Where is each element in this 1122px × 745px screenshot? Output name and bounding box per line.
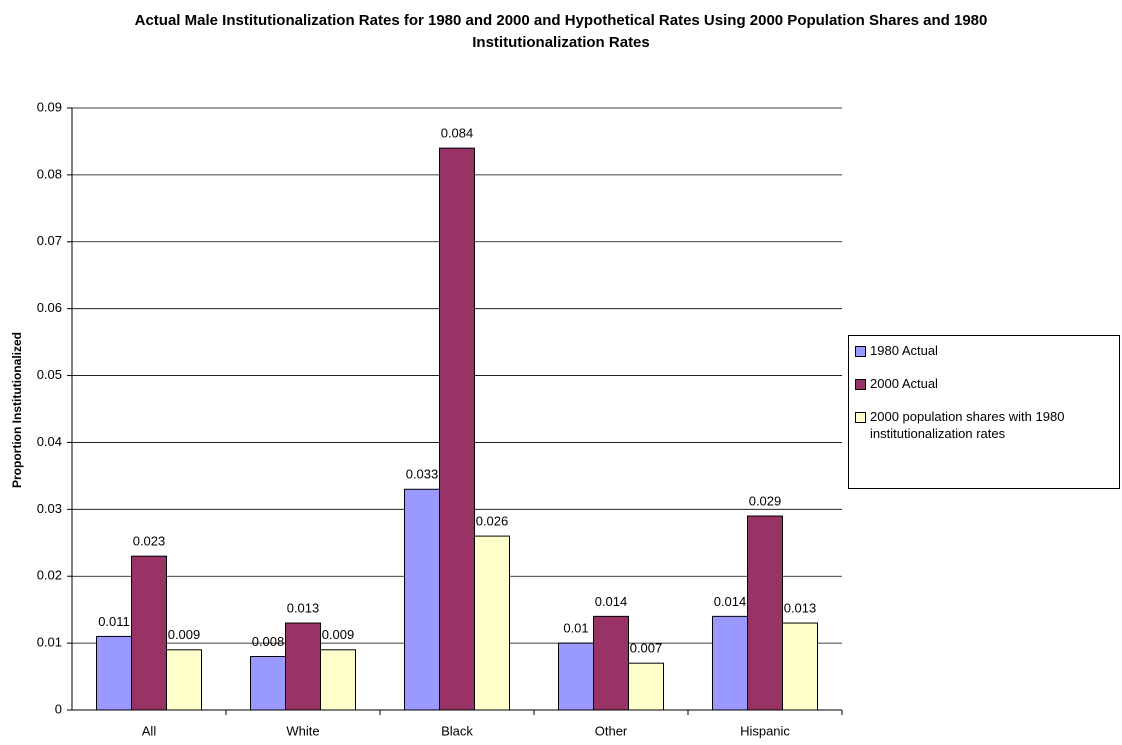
y-axis-label: Proportion Institutionalized — [10, 332, 24, 488]
y-tick-label: 0.09 — [37, 99, 62, 114]
bar — [131, 555, 167, 711]
legend-swatch — [855, 379, 866, 390]
bar — [628, 662, 664, 711]
data-label: 0.008 — [252, 634, 285, 649]
legend-entry: 2000 Actual — [855, 375, 1113, 392]
data-label: 0.009 — [322, 627, 355, 642]
x-tick-label: Black — [441, 723, 473, 738]
bar — [558, 642, 594, 711]
legend-swatch — [855, 412, 866, 423]
data-label: 0.009 — [168, 627, 201, 642]
bar — [474, 535, 510, 711]
data-label: 0.013 — [784, 600, 817, 615]
bar — [712, 615, 748, 711]
y-tick-label: 0.08 — [37, 166, 62, 181]
y-tick-label: 0.03 — [37, 501, 62, 516]
bar — [320, 649, 356, 711]
bar — [166, 649, 202, 711]
bar — [285, 622, 321, 711]
bar — [782, 622, 818, 711]
y-tick-label: 0.02 — [37, 568, 62, 583]
legend-swatch — [855, 346, 866, 357]
data-label: 0.007 — [630, 641, 663, 656]
y-tick-label: 0.05 — [37, 367, 62, 382]
bar — [404, 488, 440, 711]
y-tick-label: 0.01 — [37, 635, 62, 650]
bar — [250, 655, 286, 711]
data-label: 0.026 — [476, 514, 509, 529]
y-tick-label: 0 — [55, 701, 62, 716]
y-tick-label: 0.06 — [37, 300, 62, 315]
x-tick-label: Other — [595, 723, 628, 738]
y-tick-label: 0.07 — [37, 233, 62, 248]
data-label: 0.029 — [749, 493, 782, 508]
bar — [439, 147, 475, 711]
legend: 1980 Actual 2000 Actual 2000 population sh… — [848, 335, 1120, 489]
data-label: 0.011 — [98, 614, 130, 629]
chart-title: Actual Male Institutionalization Rates f… — [134, 12, 988, 51]
data-label: 0.023 — [133, 534, 166, 549]
legend-label: 1980 Actual — [870, 343, 938, 358]
x-tick-label: All — [142, 723, 157, 738]
data-label: 0.014 — [595, 594, 628, 609]
data-label: 0.033 — [406, 467, 439, 482]
data-label: 0.01 — [563, 621, 588, 636]
data-label: 0.014 — [714, 594, 747, 609]
legend-label: 2000 Actual — [870, 376, 938, 391]
data-label: 0.084 — [441, 126, 474, 141]
x-tick-label: Hispanic — [740, 723, 790, 738]
x-tick-label: White — [286, 723, 319, 738]
bar — [593, 615, 629, 711]
bar — [747, 515, 783, 711]
legend-entry: 2000 population shares with 1980 institu… — [855, 408, 1113, 442]
legend-entry: 1980 Actual — [855, 342, 1113, 359]
legend-label: 2000 population shares with 1980 institu… — [870, 409, 1065, 441]
bar — [96, 635, 132, 711]
y-tick-label: 0.04 — [37, 434, 62, 449]
data-label: 0.013 — [287, 600, 320, 615]
